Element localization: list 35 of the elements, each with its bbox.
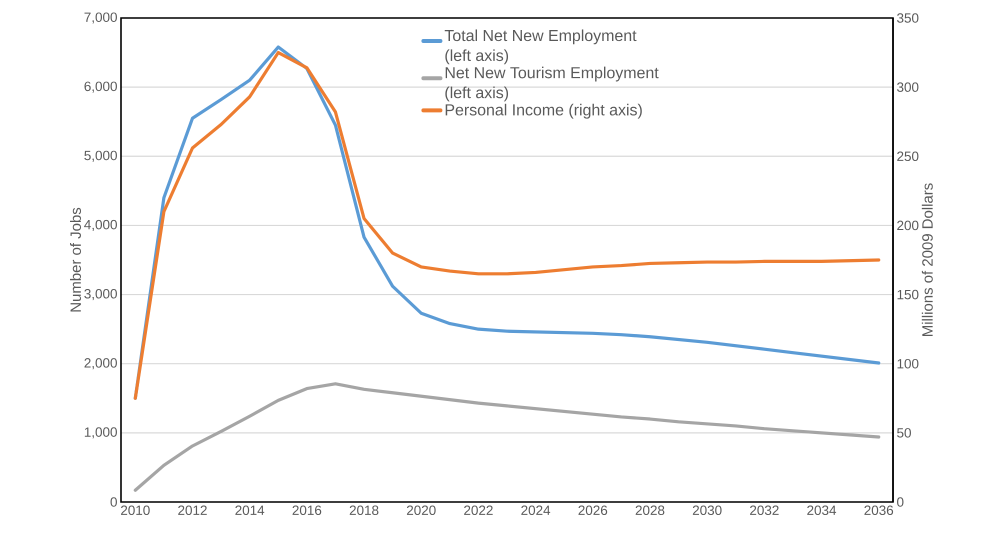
legend-label: Net New Tourism Employment (left axis) — [445, 66, 659, 102]
x-tick-label: 2036 — [864, 506, 894, 516]
y-axis-title: Number of Jobs — [70, 208, 81, 312]
x-tick-label: 2034 — [807, 506, 836, 516]
x-tick-label: 2020 — [406, 506, 436, 516]
x-tick-label: 2012 — [178, 506, 207, 516]
y2-tick-label: 100 — [898, 358, 918, 368]
x-tick-label: 2028 — [636, 506, 664, 516]
y-tick-label: 4,000 — [84, 220, 117, 231]
y-tick-label: 1,000 — [84, 427, 117, 438]
y-tick-label: 7,000 — [84, 12, 117, 24]
x-tick-label: 2032 — [750, 506, 779, 516]
y2-tick-label: 250 — [897, 152, 918, 162]
x-tick-label: 2030 — [692, 506, 722, 516]
legend-label: Total Net New Employment (left axis) — [444, 29, 636, 64]
x-tick-label: 2024 — [521, 506, 550, 516]
x-tick-label: 2022 — [464, 506, 493, 516]
y-tick-label: 3,000 — [84, 289, 117, 300]
y2-tick-label: 300 — [897, 82, 918, 92]
y-tick-label: 5,000 — [84, 150, 117, 162]
y-tick-label: 6,000 — [84, 82, 117, 93]
y-tick-label: 2,000 — [84, 358, 117, 370]
legend-label: Personal Income (right axis) — [446, 104, 642, 119]
y2-tick-label: 150 — [898, 290, 918, 300]
x-tick-label: 2026 — [578, 506, 608, 516]
y2-tick-label: 200 — [897, 220, 918, 230]
x-tick-label: 2014 — [235, 506, 264, 516]
y2-tick-label: 350 — [897, 13, 918, 23]
x-tick-label: 2010 — [121, 506, 150, 516]
y2-axis-title: Millions of 2009 Dollars — [922, 183, 933, 336]
y2-tick-label: 50 — [897, 428, 911, 438]
x-tick-label: 2016 — [292, 506, 322, 516]
y2-tick-label: 0 — [897, 497, 904, 507]
x-tick-label: 2018 — [350, 506, 378, 516]
y-tick-label: 0 — [110, 497, 117, 507]
